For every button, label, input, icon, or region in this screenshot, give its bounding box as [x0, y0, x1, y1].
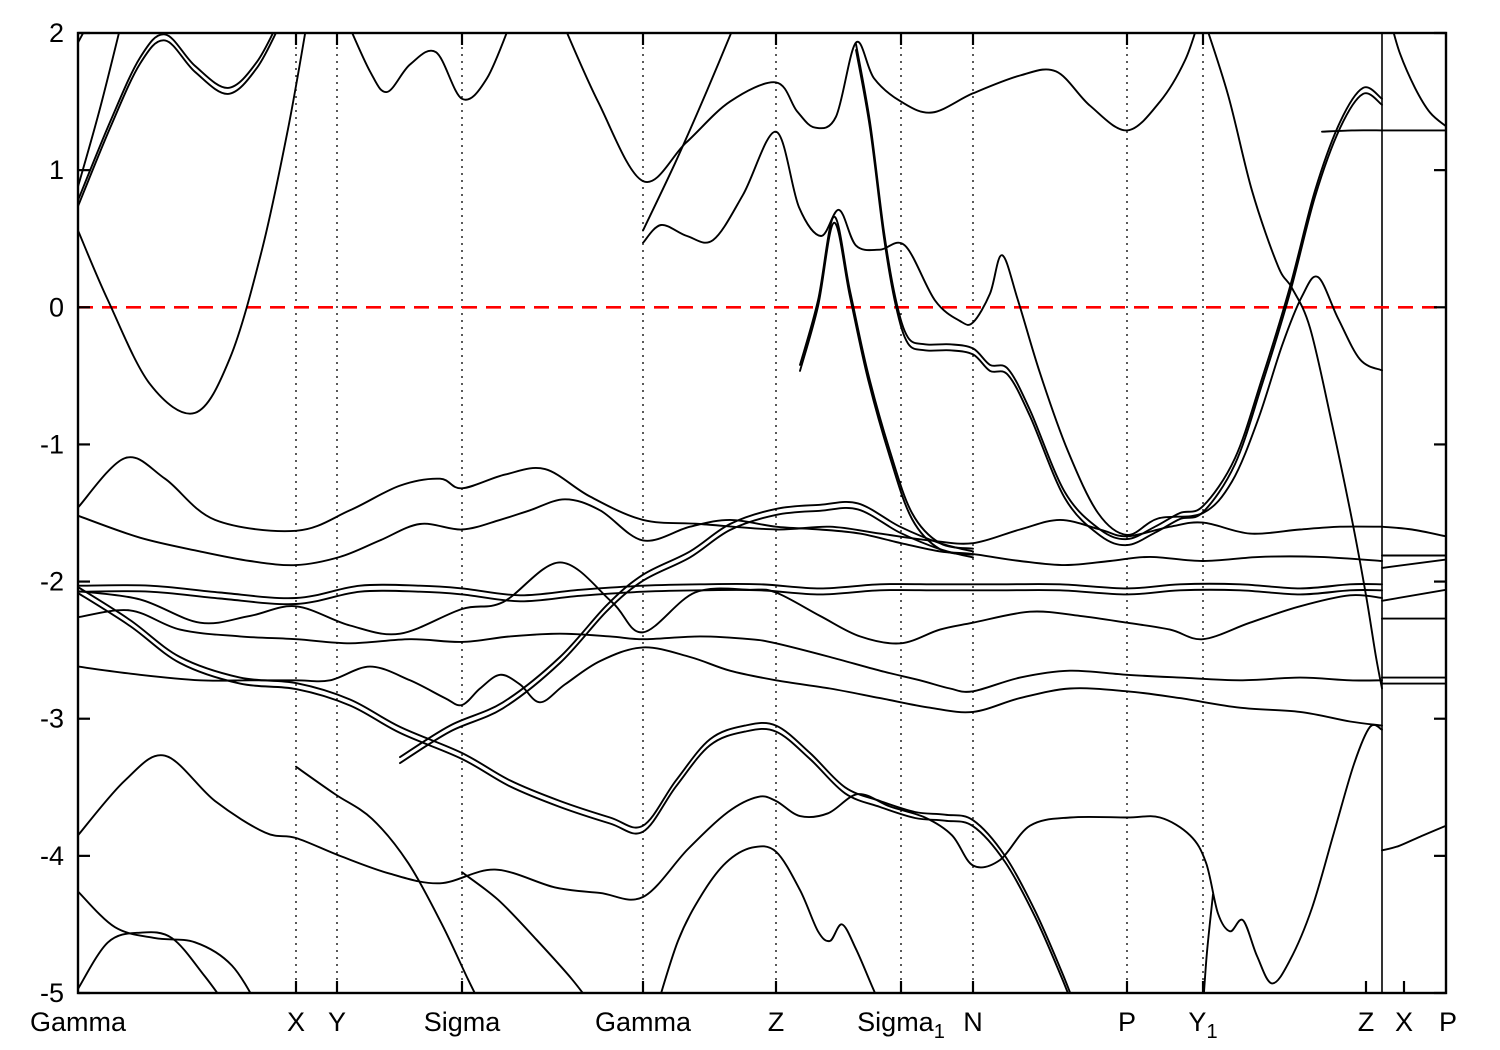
band-big-n-p-y1-z-pair: [855, 49, 1383, 547]
kpoint-label-sigma: Sigma: [424, 1007, 502, 1037]
kpoint-label-p: P: [1439, 1007, 1457, 1037]
ytick-label--3: -3: [40, 704, 64, 734]
band-t6-gamma-rise: [642, 33, 733, 232]
band-m7b-ascending-pair: [399, 500, 974, 759]
band-m8-deep-descender: [78, 586, 1072, 993]
band-t7-fermi-skimmer: [642, 130, 1383, 536]
kpoint-label-sigma1: Sigma1: [857, 1007, 945, 1043]
band-m4: [78, 561, 1383, 645]
kpoint-label-n: N: [963, 1007, 983, 1037]
band-plateau-before-z: [1321, 129, 1383, 133]
kpoint-label-x: X: [1395, 1007, 1413, 1037]
band-m8-deep-descender-pair: [78, 592, 1069, 993]
ytick-label-0: 0: [49, 292, 64, 322]
band-l8-gamma-z-bottom: [660, 845, 877, 993]
ytick-label--2: -2: [40, 567, 64, 597]
band-stub-top-left: [78, 33, 85, 44]
band-l1-bottom-left: [78, 890, 252, 993]
kpoint-label-z: Z: [1358, 1007, 1375, 1037]
plot-frame: [76, 31, 1448, 995]
band-m3-flat-2ev: [78, 582, 1383, 600]
band-m7-lower-wiggle: [78, 646, 1383, 727]
band-l7-sigma-descender: [461, 871, 584, 993]
band-r1-panel-top-curve: [1392, 33, 1446, 128]
band-t3-arch-pair: [78, 33, 277, 208]
band-r5-panel: [1381, 558, 1446, 569]
kpoint-label-p: P: [1118, 1007, 1136, 1037]
kpoint-label-gamma: Gamma: [30, 1007, 127, 1037]
ytick-label-2: 2: [49, 18, 64, 48]
ytick-label--4: -4: [40, 841, 64, 871]
band-r9-panel-bottom: [1381, 824, 1446, 852]
band-t9-y1-z-descent: [1207, 33, 1383, 690]
band-m2: [78, 498, 1383, 567]
band-m7b-ascending-pair-pair: [399, 506, 974, 765]
band-t4-wavy-top: [351, 33, 508, 101]
band-r3-panel: [1381, 525, 1446, 538]
band-m5: [78, 609, 1383, 693]
band-l9-y1-arrow: [1202, 893, 1214, 993]
band-r6-panel: [1381, 588, 1446, 602]
band-l4-bottom-long: [78, 723, 1383, 985]
band-l3-x-descender: [295, 765, 476, 993]
band-l6-bottom-left-2: [78, 931, 219, 993]
band-m1-upper-envelope: [78, 456, 1383, 545]
kpoint-label-y1: Y1: [1188, 1007, 1217, 1043]
band-t1-steep: [78, 33, 120, 188]
band-big-n-p-y1-z: [855, 43, 1383, 541]
kpoint-label-gamma: Gamma: [595, 1007, 692, 1037]
band-lambda-z-sigma1: [799, 215, 974, 550]
band-t2-gamma-dip: [78, 33, 307, 415]
band-t5-upper-long: [566, 33, 1196, 183]
kpoint-label-y: Y: [328, 1007, 346, 1037]
kpoint-label-x: X: [287, 1007, 305, 1037]
band-lines: [78, 33, 1446, 993]
ytick-label-1: 1: [49, 155, 64, 185]
band-t3-arch: [78, 33, 275, 202]
ytick-label--5: -5: [40, 978, 64, 1008]
ytick-label--1: -1: [40, 429, 64, 459]
kpoint-label-z: Z: [768, 1007, 785, 1037]
